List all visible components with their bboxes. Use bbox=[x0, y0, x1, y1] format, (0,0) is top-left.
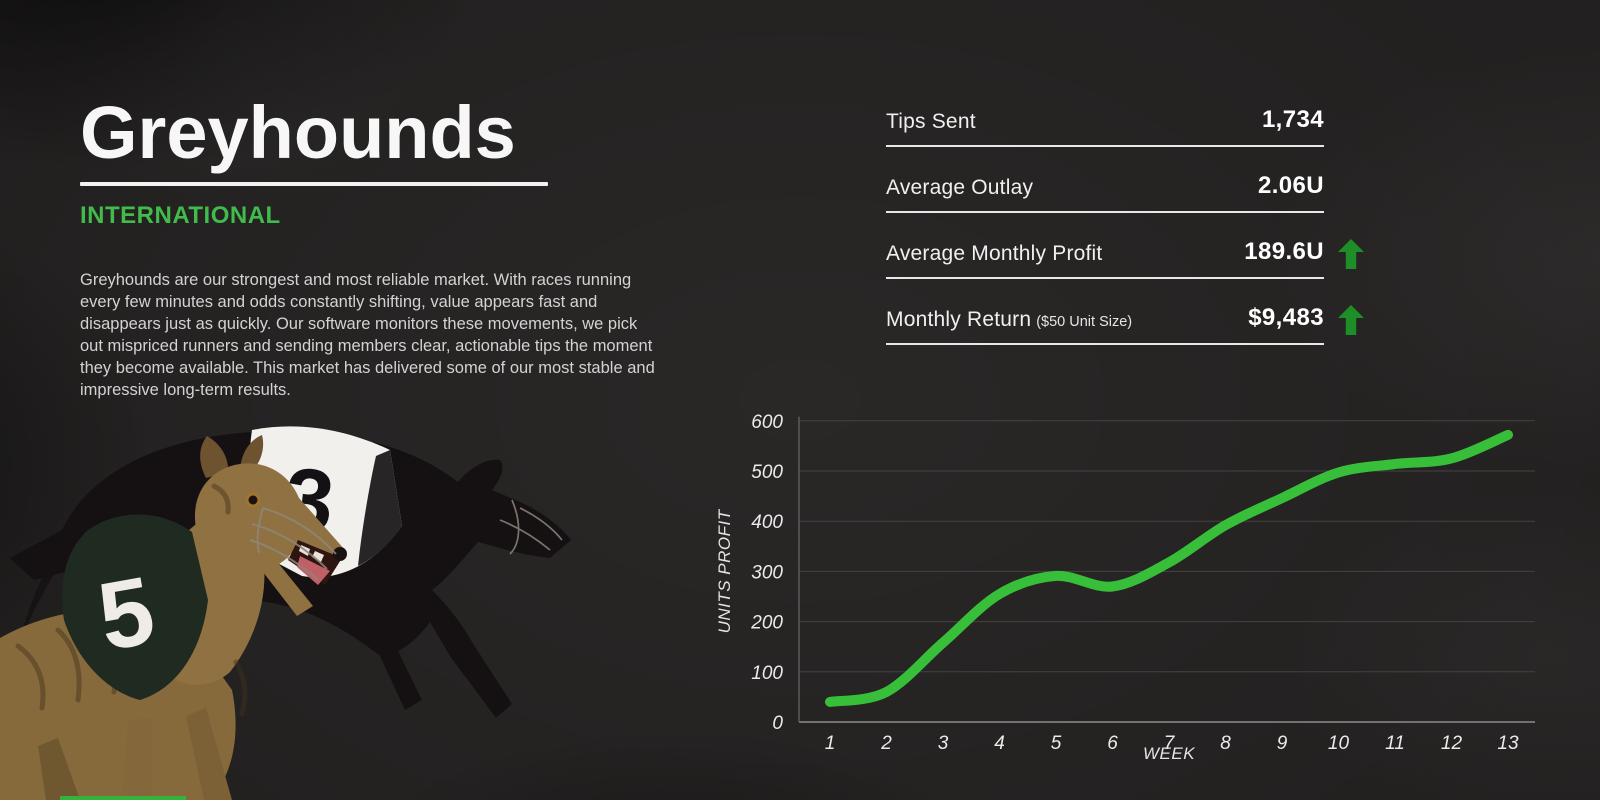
x-tick-label: 8 bbox=[1220, 733, 1231, 754]
brindle-greyhound: 5 bbox=[0, 435, 347, 800]
y-tick-label: 100 bbox=[751, 663, 783, 684]
hero-section: Greyhounds INTERNATIONAL Greyhounds are … bbox=[80, 96, 680, 418]
market-description: Greyhounds are our strongest and most re… bbox=[80, 271, 655, 399]
stat-label: Monthly Return bbox=[886, 308, 1032, 331]
stats-panel: Tips Sent 1,734 Average Outlay 2.06U Ave… bbox=[886, 100, 1364, 364]
x-tick-label: 11 bbox=[1385, 733, 1405, 754]
units-profit-chart: 0 100 200 300 400 500 600 1 2 3 4 5 6 7 8 9 10 11 12 13 WEEK… bbox=[690, 395, 1550, 790]
stat-row-average-outlay: Average Outlay 2.06U bbox=[886, 166, 1324, 213]
x-tick-label: 9 bbox=[1277, 733, 1288, 754]
up-arrow-icon bbox=[1338, 239, 1364, 269]
page-subtitle: INTERNATIONAL bbox=[80, 202, 281, 229]
stat-row-monthly-return: Monthly Return ($50 Unit Size) $9,483 bbox=[886, 298, 1364, 345]
stat-label: Average Outlay bbox=[886, 176, 1034, 199]
stat-value: 189.6U bbox=[1244, 238, 1324, 265]
x-tick-label: 12 bbox=[1441, 733, 1463, 754]
stat-row-average-monthly-profit: Average Monthly Profit 189.6U bbox=[886, 232, 1364, 279]
y-axis-title: UNITS PROFIT bbox=[715, 508, 734, 633]
y-tick-label: 0 bbox=[772, 713, 783, 734]
x-tick-label: 1 bbox=[825, 733, 836, 754]
y-tick-label: 300 bbox=[751, 562, 783, 583]
stat-value: $9,483 bbox=[1248, 304, 1324, 331]
stat-label-note: ($50 Unit Size) bbox=[1036, 314, 1133, 330]
x-tick-label: 6 bbox=[1107, 733, 1118, 754]
page-title: Greyhounds bbox=[80, 91, 516, 174]
bottom-green-strip bbox=[60, 796, 186, 800]
y-tick-label: 600 bbox=[751, 412, 783, 433]
x-tick-label: 13 bbox=[1497, 733, 1519, 754]
x-axis-title: WEEK bbox=[1143, 744, 1195, 763]
x-tick-label: 5 bbox=[1051, 733, 1062, 754]
stat-row-tips-sent: Tips Sent 1,734 bbox=[886, 100, 1324, 147]
up-arrow-icon bbox=[1338, 305, 1364, 335]
stat-value: 2.06U bbox=[1257, 172, 1324, 199]
x-tick-label: 7 bbox=[1164, 733, 1176, 754]
stat-value: 1,734 bbox=[1261, 106, 1324, 133]
profit-line-series bbox=[825, 429, 1513, 707]
greyhounds-illustration: 3 5 bbox=[0, 408, 592, 800]
y-tick-label: 200 bbox=[750, 613, 783, 634]
stat-label-group: Monthly Return ($50 Unit Size) bbox=[886, 308, 1132, 332]
x-tick-label: 3 bbox=[938, 733, 949, 754]
x-tick-label: 10 bbox=[1328, 733, 1350, 754]
x-tick-label: 2 bbox=[880, 733, 892, 754]
title-underline bbox=[80, 182, 548, 186]
y-tick-label: 500 bbox=[751, 462, 783, 483]
greyhounds-image: 3 5 bbox=[0, 426, 571, 800]
stat-label: Average Monthly Profit bbox=[886, 242, 1103, 265]
x-tick-label: 4 bbox=[994, 733, 1005, 754]
stat-label: Tips Sent bbox=[886, 110, 976, 133]
y-tick-label: 400 bbox=[751, 512, 783, 533]
